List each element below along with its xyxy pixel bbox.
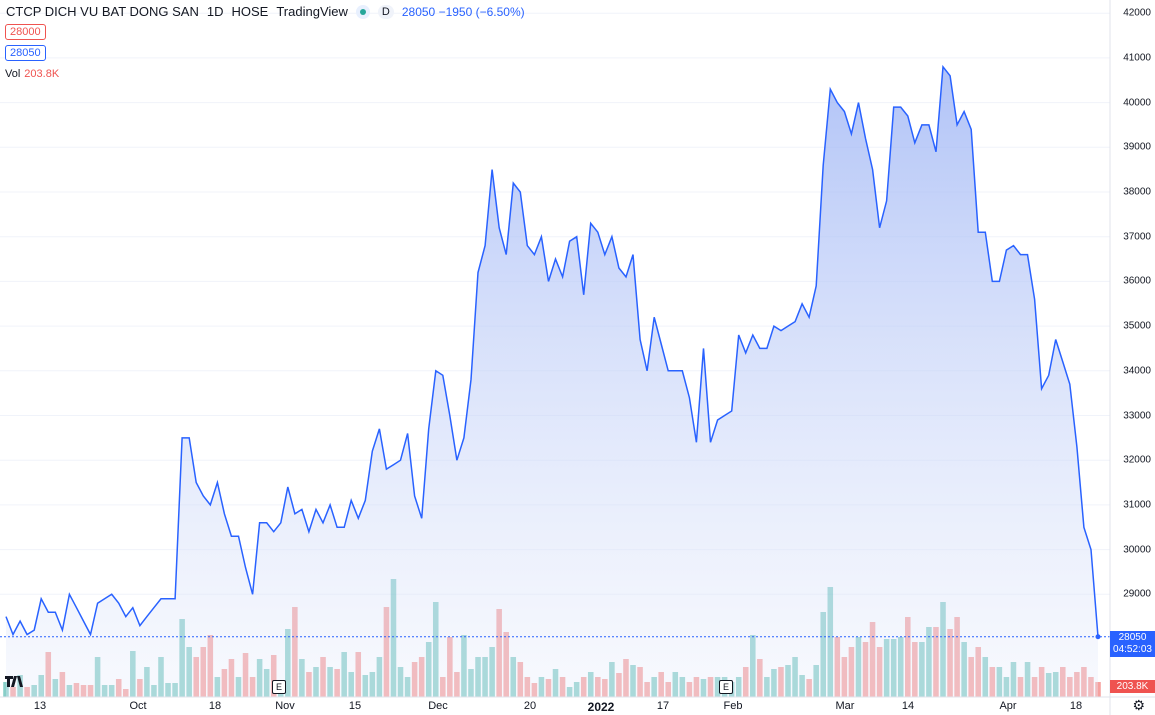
legend-change-pct: (−6.50%) xyxy=(475,4,525,19)
earnings-marker[interactable]: E xyxy=(719,680,733,694)
time-tick-label: Feb xyxy=(723,700,743,712)
symbol-name[interactable]: CTCP DICH VU BAT DONG SAN xyxy=(6,4,199,19)
time-tick-label: 17 xyxy=(656,700,670,712)
price-area xyxy=(6,66,1098,698)
legend-last-price: 28050 xyxy=(401,4,436,19)
price-tick-label: 30000 xyxy=(1123,544,1151,556)
volume-legend[interactable]: Vol 203.8K xyxy=(5,68,59,80)
source-label: TradingView xyxy=(276,4,348,19)
volume-axis-label: 203.8K xyxy=(1110,680,1155,693)
volume-value: 203.8K xyxy=(24,68,60,80)
time-tick-label: 18 xyxy=(208,700,222,712)
time-tick-label: Oct xyxy=(129,700,147,712)
time-tick-label: Nov xyxy=(275,700,295,712)
time-tick-label: 20 xyxy=(523,700,537,712)
time-tick-label: 15 xyxy=(348,700,362,712)
low-price-tag: 28000 xyxy=(5,24,46,40)
price-tick-label: 40000 xyxy=(1123,97,1151,109)
time-tick-label: 13 xyxy=(33,700,47,712)
price-tick-label: 39000 xyxy=(1123,141,1151,153)
legend-change: −1950 xyxy=(438,4,473,19)
price-tick-label: 29000 xyxy=(1123,588,1151,600)
last-price-dot xyxy=(1095,634,1101,640)
price-tick-label: 37000 xyxy=(1123,231,1151,243)
volume-label: Vol xyxy=(5,68,21,80)
time-tick-label: 14 xyxy=(901,700,915,712)
time-tick-label: 18 xyxy=(1069,700,1083,712)
interval-label[interactable]: 1D xyxy=(206,4,224,19)
price-tick-label: 31000 xyxy=(1123,499,1151,511)
price-tick-label: 36000 xyxy=(1123,275,1151,287)
price-tick-label: 33000 xyxy=(1123,410,1151,421)
last-price-tag: 28050 xyxy=(5,45,46,61)
tradingview-logo-icon[interactable] xyxy=(4,674,24,688)
legend-price: 28050 −1950 (−6.50%) xyxy=(402,5,525,19)
price-tick-label: 41000 xyxy=(1123,52,1151,64)
price-tick-label: 32000 xyxy=(1123,454,1151,466)
earnings-marker[interactable]: E xyxy=(272,680,286,694)
time-tick-label: 2022 xyxy=(587,700,615,714)
last-price-box: 28050 04:52:03 xyxy=(1110,631,1155,657)
settings-gear-icon[interactable]: ⚙ xyxy=(1132,697,1145,713)
chart-legend: CTCP DICH VU BAT DONG SAN 1D HOSE Tradin… xyxy=(6,4,525,19)
price-tick-label: 38000 xyxy=(1123,186,1151,198)
market-status-icon xyxy=(355,4,370,19)
price-tick-label: 34000 xyxy=(1123,365,1151,377)
data-status-badge: D xyxy=(377,4,394,19)
price-tick-label: 35000 xyxy=(1123,320,1151,332)
price-tick-label: 42000 xyxy=(1123,7,1151,19)
exchange-label: HOSE xyxy=(231,4,269,19)
time-tick-label: Dec xyxy=(428,700,448,712)
last-price-axis-label: 28050 xyxy=(1118,632,1147,643)
time-tick-label: Mar xyxy=(835,700,855,712)
time-tick-label: Apr xyxy=(999,700,1017,712)
price-line xyxy=(5,64,1099,637)
bar-countdown: 04:52:03 xyxy=(1113,644,1152,655)
